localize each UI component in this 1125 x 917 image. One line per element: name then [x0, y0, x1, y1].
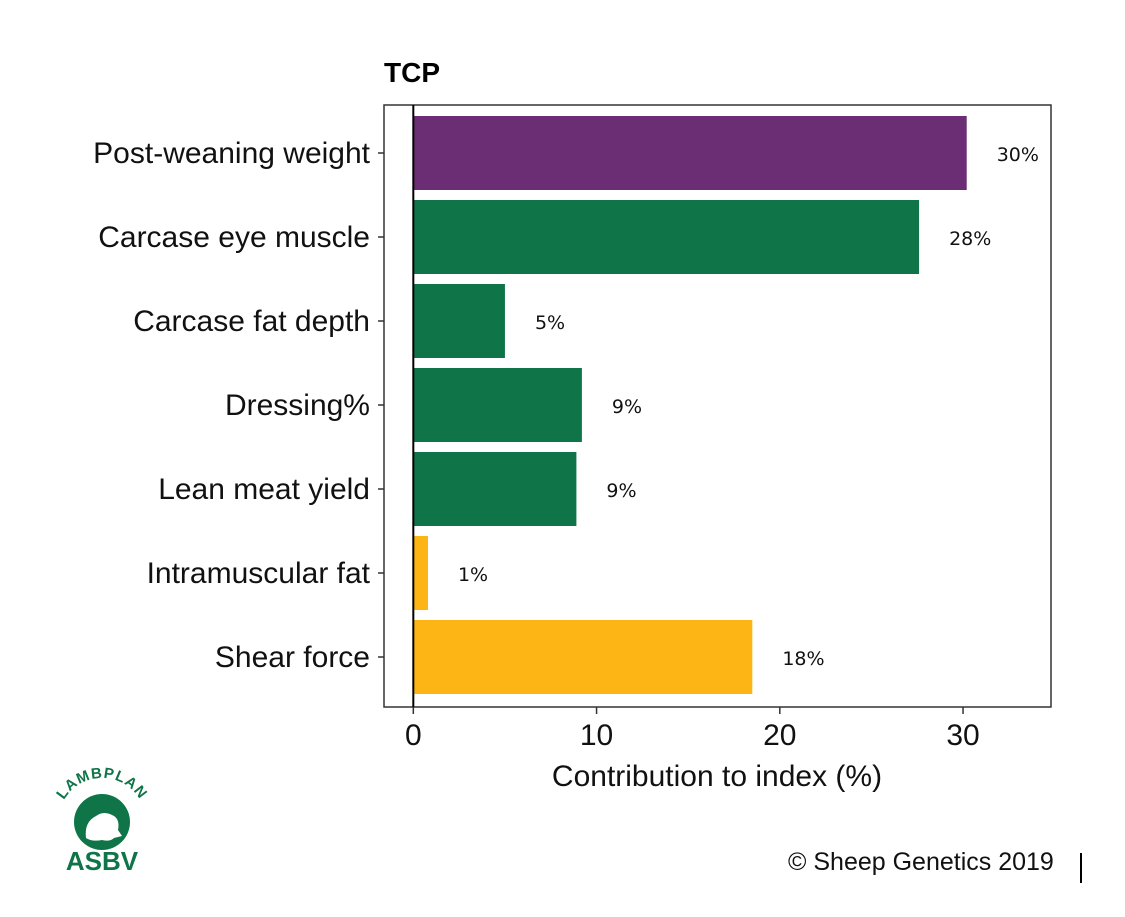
category-label: Shear force: [215, 641, 370, 674]
bar-post-weaning-weight: [413, 116, 967, 190]
bar-carcase-fat-depth: [413, 284, 505, 358]
category-label: Lean meat yield: [158, 473, 370, 506]
x-tick-label: 0: [405, 719, 422, 752]
data-label: 9%: [612, 396, 642, 418]
text-cursor: [1080, 853, 1082, 883]
bar-lean-meat-yield: [413, 452, 577, 526]
x-axis-label: Contribution to index (%): [552, 760, 882, 793]
data-label: 9%: [606, 480, 636, 502]
data-label: 30%: [997, 144, 1039, 166]
category-label: Intramuscular fat: [147, 557, 371, 590]
copyright-text: © Sheep Genetics 2019: [788, 848, 1054, 876]
data-label: 1%: [458, 564, 488, 586]
bar-dressing: [413, 368, 582, 442]
category-label: Dressing%: [225, 389, 370, 422]
logo-name-text: ASBV: [66, 846, 139, 876]
data-label: 5%: [535, 312, 565, 334]
chart-title: TCP: [384, 57, 440, 88]
lambplan-asbv-logo: LAMBPLAN ASBV: [44, 760, 160, 880]
bar-intramuscular-fat: [413, 536, 428, 610]
plot-panel-border: [383, 104, 1052, 708]
x-tick-label: 10: [580, 719, 613, 752]
bar-shear-force: [413, 620, 753, 694]
category-label: Post-weaning weight: [93, 137, 370, 170]
data-label: 18%: [782, 648, 824, 670]
x-tick-label: 20: [763, 719, 796, 752]
category-label: Carcase eye muscle: [98, 221, 370, 254]
bar-carcase-eye-muscle: [413, 200, 920, 274]
data-label: 28%: [949, 228, 991, 250]
category-label: Carcase fat depth: [133, 305, 370, 338]
x-tick-label: 30: [946, 719, 979, 752]
